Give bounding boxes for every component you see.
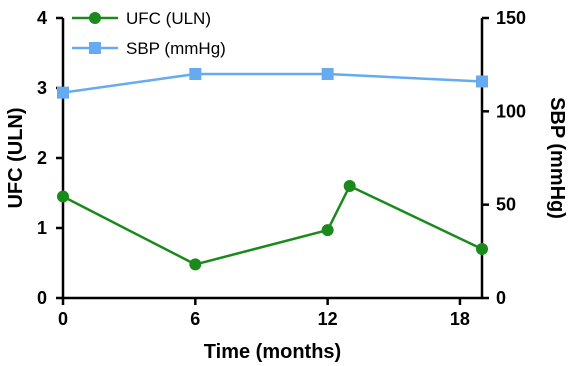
y2-tick-label: 0 bbox=[496, 288, 506, 308]
data-point bbox=[343, 180, 356, 192]
series-0 bbox=[57, 180, 488, 271]
data-point bbox=[321, 68, 334, 80]
y-tick-label: 2 bbox=[37, 148, 47, 168]
y-axis-title: UFC (ULN) bbox=[5, 107, 27, 208]
legend-marker bbox=[89, 42, 101, 54]
y-tick-label: 4 bbox=[37, 8, 47, 28]
data-point bbox=[189, 258, 202, 271]
legend-item: SBP (mmHg) bbox=[72, 39, 226, 58]
y2-tick-label: 100 bbox=[496, 101, 526, 121]
x-tick-label: 6 bbox=[190, 309, 200, 329]
legend-marker bbox=[89, 12, 101, 24]
y2-tick-label: 50 bbox=[496, 195, 516, 215]
data-point bbox=[189, 68, 202, 80]
y-tick-label: 1 bbox=[37, 218, 47, 238]
series-line bbox=[62, 184, 483, 266]
y-tick-label: 0 bbox=[37, 288, 47, 308]
series-1 bbox=[57, 68, 488, 99]
legend-item: UFC (ULN) bbox=[72, 9, 211, 28]
legend-label: SBP (mmHg) bbox=[126, 39, 226, 58]
y2-tick-label: 150 bbox=[496, 8, 526, 28]
data-point bbox=[476, 243, 488, 255]
data-point bbox=[57, 86, 69, 99]
data-point bbox=[57, 190, 69, 203]
x-tick-label: 12 bbox=[318, 309, 338, 329]
x-tick-label: 18 bbox=[450, 309, 470, 329]
x-tick-label: 0 bbox=[58, 309, 68, 329]
x-axis-title: Time (months) bbox=[204, 341, 341, 363]
data-point bbox=[476, 75, 488, 88]
legend: UFC (ULN) SBP (mmHg) bbox=[72, 9, 226, 58]
y2-axis-title: SBP (mmHg) bbox=[546, 97, 568, 219]
y-tick-label: 3 bbox=[37, 78, 47, 98]
series-line bbox=[62, 72, 483, 94]
series-layer bbox=[57, 68, 488, 271]
legend-label: UFC (ULN) bbox=[126, 9, 211, 28]
data-point bbox=[321, 224, 334, 237]
